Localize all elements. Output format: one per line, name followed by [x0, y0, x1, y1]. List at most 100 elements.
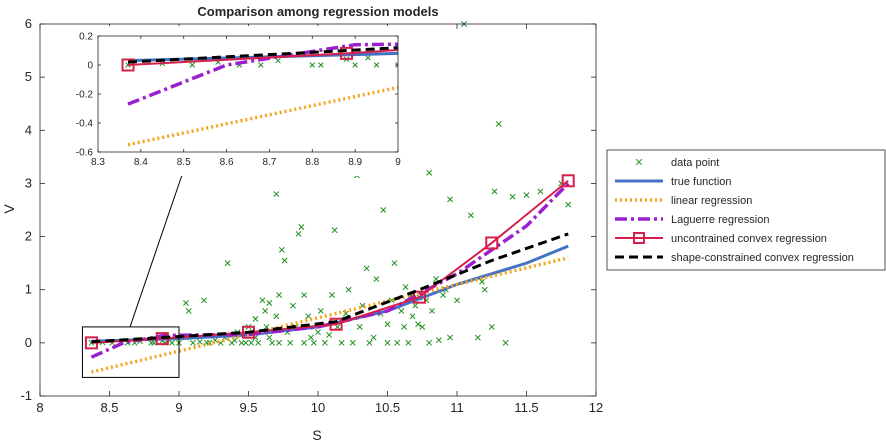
inset-data-point — [352, 62, 358, 68]
legend-label: true function — [671, 176, 732, 188]
data-point — [262, 308, 269, 314]
data-point — [273, 313, 280, 320]
legend-marker — [633, 232, 645, 244]
data-point — [326, 331, 333, 338]
legend-entry: linear regression — [615, 195, 752, 207]
data-point — [255, 339, 262, 346]
inset-y-tick-label: -0.2 — [76, 90, 94, 101]
data-point — [467, 212, 474, 219]
data-point — [380, 207, 387, 213]
series-line-linear-regression — [127, 85, 398, 147]
data-point — [169, 339, 176, 346]
x-tick-label: 8.5 — [100, 400, 118, 415]
data-point — [201, 297, 207, 304]
chart-title: Comparison among regression models — [197, 4, 438, 19]
legend-swatch — [635, 158, 643, 166]
data-point — [276, 339, 283, 346]
data-point — [295, 230, 302, 237]
y-tick-label: 5 — [25, 69, 32, 84]
data-point — [248, 339, 255, 346]
inset-data-point — [189, 62, 196, 68]
data-point — [148, 339, 155, 346]
data-point — [523, 192, 530, 199]
legend-box — [606, 149, 886, 271]
inset-x-tick-label: 8.9 — [348, 157, 362, 168]
y-tick-label: 3 — [25, 175, 32, 190]
data-point — [409, 313, 416, 320]
zoom-arrow — [129, 169, 185, 328]
inset-x-tick-label: 8.6 — [220, 157, 234, 168]
inset-data-point — [275, 57, 281, 64]
data-point — [391, 260, 398, 267]
inset-x-tick-label: 8.7 — [262, 157, 276, 168]
data-point — [491, 188, 498, 195]
data-point — [269, 339, 276, 346]
data-point — [426, 339, 433, 346]
series-marker — [340, 46, 354, 60]
data-point — [565, 201, 572, 208]
data-point — [287, 339, 294, 346]
data-point — [429, 308, 435, 314]
y-tick-label: 1 — [25, 282, 32, 297]
data-point — [308, 334, 315, 341]
data-point — [321, 339, 328, 346]
inset-x-tick-label: 8.3 — [91, 157, 105, 168]
data-point — [328, 292, 335, 298]
x-axis-label: S — [312, 427, 321, 443]
data-point — [537, 188, 544, 195]
y-axis-label: V — [1, 204, 17, 214]
inset-x-tick-label: 9 — [395, 157, 401, 168]
inset-data-point — [309, 62, 316, 68]
legend: data point true function linear regression… — [606, 149, 886, 271]
x-tick-label: 12 — [589, 400, 603, 415]
inset-x-tick-label: 8.8 — [305, 157, 319, 168]
legend-entry: data point — [635, 157, 719, 169]
data-point — [338, 339, 345, 346]
series-line-shape-constrained-convex-regression — [91, 232, 569, 344]
y-tick-label: 4 — [25, 122, 32, 137]
data-point — [298, 224, 305, 230]
data-point — [185, 308, 192, 314]
data-point — [252, 315, 259, 322]
inset-background — [58, 26, 408, 176]
data-point — [405, 339, 412, 346]
data-point — [401, 323, 408, 330]
data-point — [317, 308, 324, 314]
data-point — [182, 300, 189, 306]
data-point — [474, 334, 481, 341]
data-point — [502, 339, 509, 346]
data-point — [481, 286, 488, 293]
data-point — [415, 321, 422, 328]
data-point — [290, 302, 296, 309]
data-point — [435, 337, 442, 344]
data-point — [315, 329, 321, 336]
legend-entry: Laguerre regression — [615, 214, 769, 226]
data-point — [242, 339, 249, 346]
data-point — [301, 292, 308, 298]
series-marker — [877, 9, 886, 20]
series-marker — [485, 236, 499, 250]
data-point — [356, 323, 363, 330]
x-tick-label: 9.5 — [239, 400, 257, 415]
data-point — [349, 339, 356, 346]
series-marker — [412, 290, 426, 304]
x-tick-label: 9 — [175, 400, 182, 415]
inset-plot: 8.3 8.4 8.5 8.6 8.7 8.8 8.9 9 -0.6 -0.4 -0.2 0 0.2 — [58, 9, 886, 176]
data-point — [509, 193, 516, 200]
x-tick-label: 10 — [311, 400, 325, 415]
legend-label: data point — [671, 157, 719, 169]
data-point — [479, 278, 485, 285]
data-point — [281, 257, 288, 264]
data-point — [266, 300, 273, 306]
legend-label: linear regression — [671, 195, 752, 207]
inset-data-point — [258, 62, 264, 68]
data-point — [331, 227, 338, 234]
data-point — [447, 334, 454, 341]
data-point — [345, 286, 352, 293]
data-point — [402, 284, 409, 291]
zoom-region-box — [81, 326, 180, 378]
inset-y-tick-label: -0.6 — [76, 148, 94, 159]
data-point — [488, 323, 495, 330]
data-point — [224, 260, 231, 267]
